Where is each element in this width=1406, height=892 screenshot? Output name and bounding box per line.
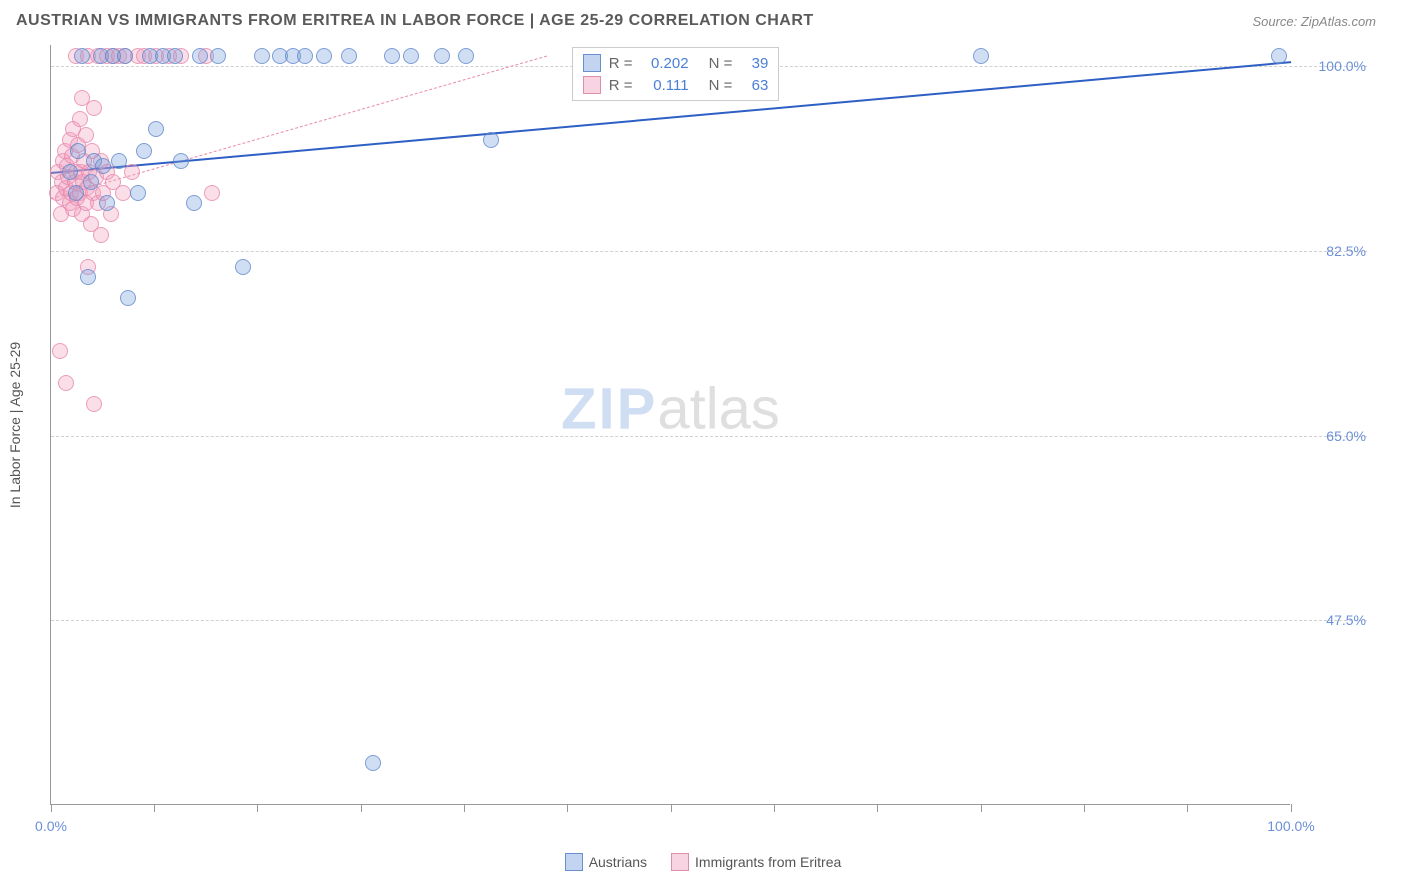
data-point-pink [93, 227, 109, 243]
data-point-blue [70, 143, 86, 159]
ytick-label: 47.5% [1296, 612, 1366, 628]
stats-box: R = 0.202 N = 39 R = 0.111 N = 63 [572, 47, 780, 101]
data-point-blue [316, 48, 332, 64]
chart-source: Source: ZipAtlas.com [1252, 14, 1376, 29]
xtick [981, 804, 982, 812]
watermark-atlas: atlas [657, 377, 780, 442]
data-point-blue [120, 290, 136, 306]
xtick [1084, 804, 1085, 812]
data-point-blue [235, 259, 251, 275]
legend-label: Austrians [589, 854, 647, 870]
data-point-blue [136, 143, 152, 159]
data-point-blue [148, 121, 164, 137]
data-point-blue [68, 185, 84, 201]
chart-area: In Labor Force | Age 25-29 ZIPatlas 47.5… [50, 45, 1366, 805]
data-point-blue [1271, 48, 1287, 64]
xtick [154, 804, 155, 812]
gridline [51, 620, 1367, 621]
data-point-blue [173, 153, 189, 169]
ytick-label: 65.0% [1296, 428, 1366, 444]
chart-title: AUSTRIAN VS IMMIGRANTS FROM ERITREA IN L… [16, 12, 814, 30]
gridline [51, 251, 1367, 252]
xtick [671, 804, 672, 812]
chart-header: AUSTRIAN VS IMMIGRANTS FROM ERITREA IN L… [0, 0, 1406, 38]
data-point-blue [483, 132, 499, 148]
data-point-pink [204, 185, 220, 201]
stats-n-value: 63 [740, 77, 768, 94]
data-point-blue [95, 158, 111, 174]
data-point-pink [58, 375, 74, 391]
stats-n-label: N = [709, 55, 733, 72]
xtick-label-min: 0.0% [35, 818, 67, 834]
stats-n-label: N = [709, 77, 733, 94]
gridline [51, 436, 1367, 437]
data-point-blue [384, 48, 400, 64]
data-point-blue [74, 48, 90, 64]
legend-item: Immigrants from Eritrea [671, 853, 841, 871]
legend-swatch-blue [583, 54, 601, 72]
data-point-blue [434, 48, 450, 64]
xtick [361, 804, 362, 812]
stats-r-value: 0.202 [641, 55, 689, 72]
data-point-blue [297, 48, 313, 64]
data-point-pink [124, 164, 140, 180]
xtick [257, 804, 258, 812]
legend-item: Austrians [565, 853, 647, 871]
stats-row: R = 0.202 N = 39 [583, 52, 769, 74]
data-point-blue [186, 195, 202, 211]
legend-swatch-pink [583, 76, 601, 94]
y-axis-label: In Labor Force | Age 25-29 [7, 342, 23, 508]
data-point-blue [210, 48, 226, 64]
ytick-label: 100.0% [1296, 58, 1366, 74]
data-point-blue [458, 48, 474, 64]
stats-n-value: 39 [740, 55, 768, 72]
data-point-pink [72, 111, 88, 127]
data-point-blue [80, 269, 96, 285]
data-point-pink [86, 100, 102, 116]
xtick [567, 804, 568, 812]
plot-box: ZIPatlas 47.5%65.0%82.5%100.0%0.0%100.0%… [50, 45, 1290, 805]
stats-row: R = 0.111 N = 63 [583, 74, 769, 96]
xtick [877, 804, 878, 812]
legend-label: Immigrants from Eritrea [695, 854, 841, 870]
data-point-blue [403, 48, 419, 64]
xtick [51, 804, 52, 812]
data-point-pink [52, 343, 68, 359]
data-point-pink [78, 127, 94, 143]
xtick [1187, 804, 1188, 812]
watermark: ZIPatlas [561, 376, 780, 443]
xtick [774, 804, 775, 812]
xtick [1291, 804, 1292, 812]
data-point-pink [115, 185, 131, 201]
stats-r-value: 0.111 [641, 77, 689, 94]
ytick-label: 82.5% [1296, 243, 1366, 259]
data-point-blue [167, 48, 183, 64]
data-point-blue [341, 48, 357, 64]
data-point-blue [973, 48, 989, 64]
legend-swatch-pink [671, 853, 689, 871]
data-point-blue [365, 755, 381, 771]
data-point-blue [117, 48, 133, 64]
stats-r-label: R = [609, 77, 633, 94]
data-point-blue [130, 185, 146, 201]
data-point-blue [192, 48, 208, 64]
legend-swatch-blue [565, 853, 583, 871]
data-point-blue [254, 48, 270, 64]
stats-r-label: R = [609, 55, 633, 72]
xtick [464, 804, 465, 812]
data-point-blue [62, 164, 78, 180]
watermark-zip: ZIP [561, 377, 657, 442]
data-point-pink [86, 396, 102, 412]
chart-legend: Austrians Immigrants from Eritrea [0, 853, 1406, 874]
data-point-blue [83, 174, 99, 190]
data-point-blue [99, 195, 115, 211]
xtick-label-max: 100.0% [1267, 818, 1314, 834]
data-point-blue [111, 153, 127, 169]
